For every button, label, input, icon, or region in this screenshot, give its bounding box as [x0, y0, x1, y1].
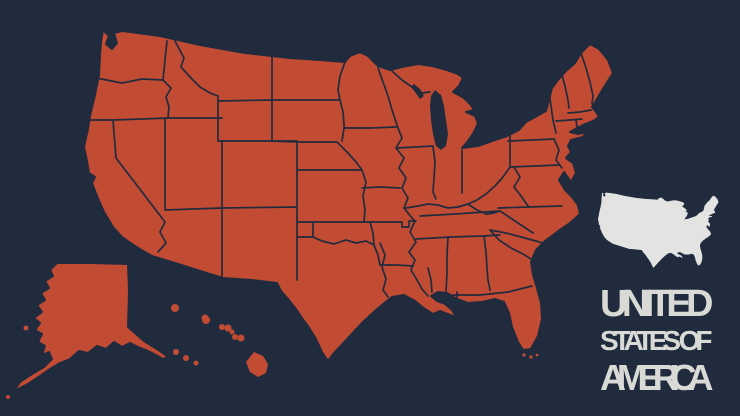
hawaii-islands — [201, 314, 268, 377]
title-line-2: STATES OF — [600, 325, 712, 356]
hawaii-big-island — [246, 352, 268, 377]
title-block: UNITED STATES OF AMERICA — [600, 283, 714, 398]
great-lakes — [411, 84, 448, 150]
hawaii-shape — [201, 314, 268, 377]
florida-keys — [522, 353, 539, 359]
lake-michigan — [430, 90, 448, 150]
green-bay — [411, 84, 424, 99]
contiguous-states-shape — [83, 29, 614, 362]
title-line-3: AMERICA — [600, 357, 714, 398]
alaska-landmass — [13, 262, 169, 392]
title-line-1: UNITED — [600, 283, 713, 325]
